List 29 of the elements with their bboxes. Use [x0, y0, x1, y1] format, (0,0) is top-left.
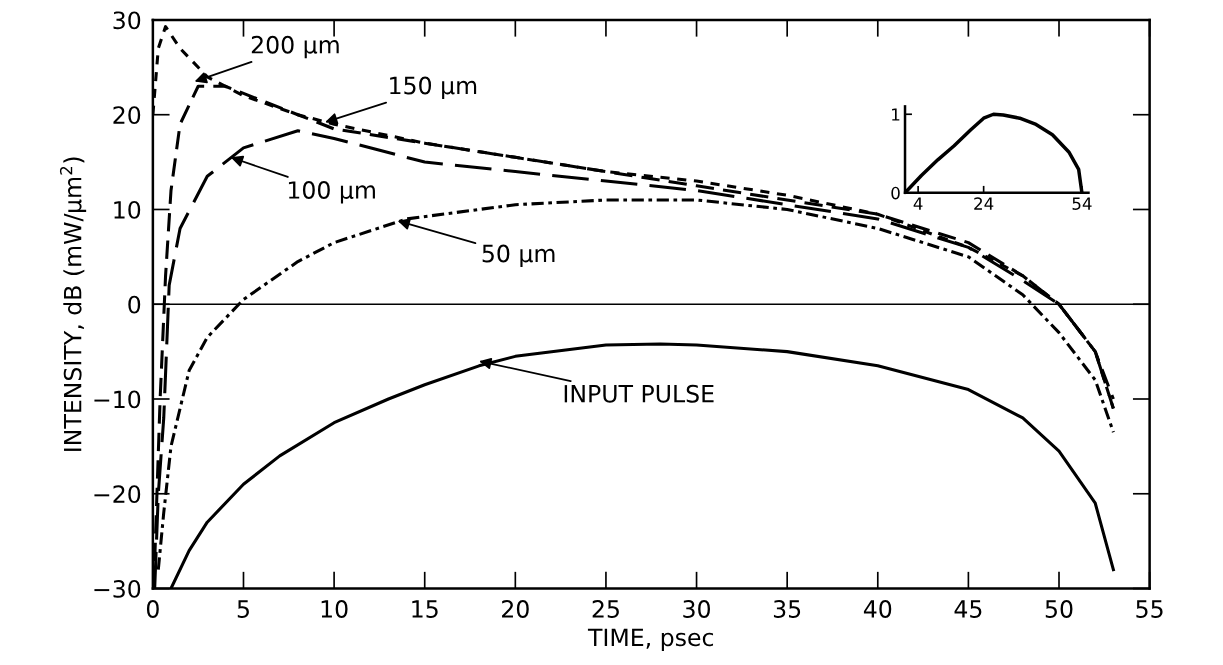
x-tick-label: 35: [773, 600, 801, 618]
x-axis-title: TIME, psec: [587, 628, 714, 651]
annotation: INPUT PULSE: [564, 384, 714, 403]
annotation: 100 µm: [288, 181, 375, 204]
y-tick-label: 30: [113, 11, 141, 30]
x-tick-label: 20: [502, 600, 529, 618]
x-tick-label: 5: [237, 600, 249, 618]
y-tick-label: −10: [94, 390, 141, 409]
y-tick-label: 20: [113, 106, 141, 125]
y-tick-label: 0: [128, 295, 141, 314]
annotation: 150 µm: [390, 76, 477, 99]
annotation: 50 µm: [482, 244, 555, 267]
annotation: 200 µm: [251, 35, 339, 59]
x-tick-label: 50: [1045, 600, 1073, 618]
y-tick-label: −30: [94, 579, 141, 598]
x-tick-label: 0: [146, 600, 159, 618]
y-axis-title: INTENSITY, dB (mW/µm$^{2}$): [59, 157, 87, 451]
x-tick-label: 10: [321, 600, 348, 618]
y-tick-label: −20: [94, 485, 141, 504]
x-tick-label: 45: [954, 600, 982, 618]
x-tick-label: 30: [683, 600, 711, 618]
x-tick-label: 54: [1072, 197, 1092, 210]
x-tick-label: 40: [863, 600, 892, 618]
x-tick-label: 15: [412, 600, 438, 618]
x-tick-label: 55: [1136, 600, 1163, 618]
x-tick-label: 4: [913, 197, 923, 210]
x-tick-label: 25: [592, 600, 619, 618]
x-tick-label: 24: [974, 197, 994, 210]
y-tick-label: 1: [892, 108, 900, 121]
